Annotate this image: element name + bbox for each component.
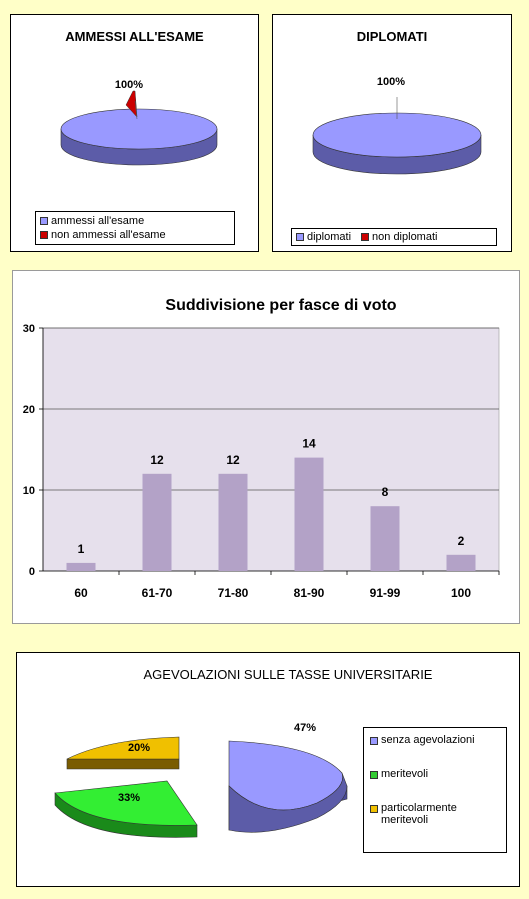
pie-slice-particolarmente-side <box>66 758 180 770</box>
x-tick-label: 91-99 <box>370 586 401 600</box>
chart-diplomati-panel: DIPLOMATI 100% diplomati non diplomati <box>272 14 512 252</box>
pie-tasse-label-particolarmente: 20% <box>128 742 150 754</box>
legend-item-ammessi: ammessi all'esame <box>40 214 230 228</box>
legend-item-senza: senza agevolazioni <box>370 734 500 746</box>
legend-item-particolarmente: particolarmente meritevoli <box>370 802 500 826</box>
legend-label: senza agevolazioni <box>381 734 475 746</box>
y-tick-label: 20 <box>23 404 35 416</box>
bar <box>66 562 96 571</box>
chart-tasse-panel: AGEVOLAZIONI SULLE TASSE UNIVERSITARIE 4… <box>16 652 520 887</box>
legend-label: non ammessi all'esame <box>51 229 166 241</box>
chart-tasse-svg: 47% 33% 20% <box>54 722 348 838</box>
y-tick-label: 0 <box>29 566 35 578</box>
bar <box>370 506 400 571</box>
y-tick-label: 30 <box>23 323 35 335</box>
bar-data-label: 12 <box>226 453 240 467</box>
x-tick-label: 71-80 <box>218 586 249 600</box>
pie-tasse-label-senza: 47% <box>294 722 316 734</box>
legend-swatch <box>370 771 378 779</box>
pie-slice-non-ammessi <box>125 90 138 118</box>
bar <box>218 473 248 571</box>
legend-item-meritevoli: meritevoli <box>370 768 500 780</box>
legend-swatch <box>40 217 48 225</box>
chart-tasse-legend: senza agevolazioni meritevoli particolar… <box>363 727 507 853</box>
pie-slice-ammessi <box>60 108 218 150</box>
bar-data-label: 8 <box>382 485 389 499</box>
legend-swatch <box>40 231 48 239</box>
pie-slice-particolarmente-meritevoli <box>66 736 180 760</box>
legend-label: diplomati <box>307 231 352 243</box>
x-tick-label: 60 <box>74 586 88 600</box>
bar-data-label: 2 <box>458 534 465 548</box>
bar-data-label: 14 <box>302 437 316 451</box>
legend-label: ammessi all'esame <box>51 215 145 227</box>
chart-fasce-panel: Suddivisione per fasce di voto 0 10 20 30 1 6… <box>12 270 520 624</box>
chart-ammessi-svg: 100% <box>60 79 218 166</box>
x-tick-label: 81-90 <box>294 586 325 600</box>
bar <box>294 457 324 571</box>
legend-swatch <box>361 233 370 241</box>
legend-swatch <box>296 233 304 241</box>
legend-swatch <box>370 737 378 745</box>
legend-label: meritevoli <box>381 768 429 780</box>
bar-data-label: 12 <box>150 453 164 467</box>
y-tick-label: 10 <box>23 485 35 497</box>
pie-ammessi-leader <box>134 100 138 120</box>
chart-ammessi-panel: AMMESSI ALL'ESAME 100% ammessi all'esame… <box>10 14 259 252</box>
pie-tasse-label-meritevoli: 33% <box>118 792 140 804</box>
chart-diplomati-legend: diplomati non diplomati <box>291 228 497 246</box>
pie-slice-diplomati <box>312 112 482 158</box>
chart-ammessi-legend: ammessi all'esame non ammessi all'esame <box>35 211 235 245</box>
x-tick-label: 100 <box>451 586 471 600</box>
chart-ammessi-title: AMMESSI ALL'ESAME <box>65 29 204 44</box>
bar <box>446 554 476 571</box>
chart-diplomati-svg: 100% <box>312 76 482 175</box>
pie-diplomati-data-label: 100% <box>377 76 405 88</box>
pie-slice-senza-bottom <box>228 772 348 833</box>
x-tick-label: 61-70 <box>142 586 173 600</box>
bar <box>142 473 172 571</box>
pie-slice-meritevoli <box>54 780 198 826</box>
chart-fasce-title: Suddivisione per fasce di voto <box>165 297 397 314</box>
chart-fasce-svg: 0 10 20 30 1 60 12 61-70 12 71-80 14 81-90 8 91-99 2 10… <box>23 323 500 600</box>
pie-ammessi-data-label: 100% <box>115 79 143 91</box>
legend-swatch <box>370 805 378 813</box>
legend-row: diplomati non diplomati <box>296 230 492 244</box>
bar-data-label: 1 <box>78 542 85 556</box>
legend-item-non-ammessi: non ammessi all'esame <box>40 228 230 242</box>
legend-label: particolarmente meritevoli <box>381 802 457 826</box>
chart-tasse-title: AGEVOLAZIONI SULLE TASSE UNIVERSITARIE <box>143 667 433 682</box>
plot-area <box>42 327 500 572</box>
chart-diplomati-title: DIPLOMATI <box>356 29 428 44</box>
legend-label: non diplomati <box>372 231 438 243</box>
